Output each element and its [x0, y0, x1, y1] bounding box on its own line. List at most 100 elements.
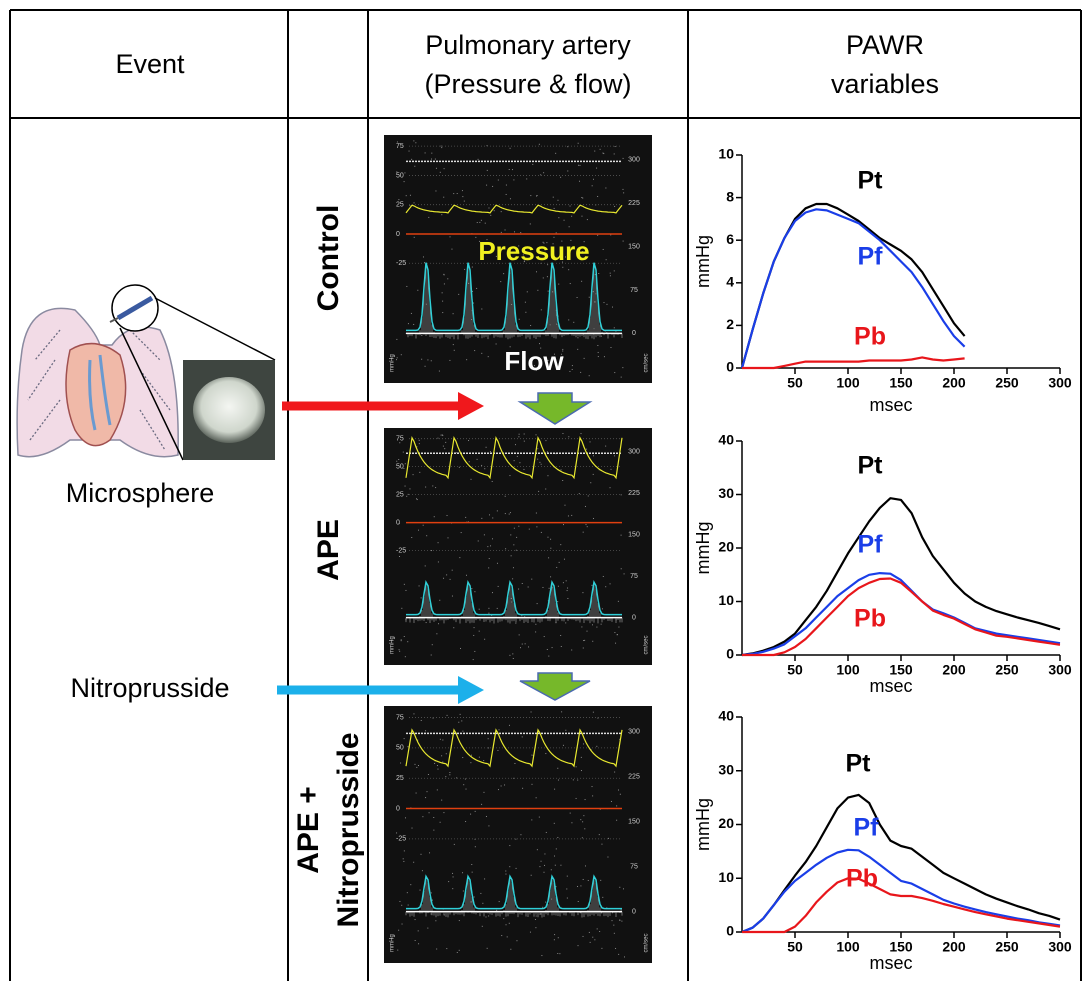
- row-labels: Control APE APE + Nitroprusside: [292, 205, 365, 928]
- noise: [484, 878, 486, 880]
- noise: [531, 783, 533, 785]
- noise: [605, 187, 607, 189]
- doppler-tick-label: 0: [632, 614, 636, 621]
- y-tick-label: 6: [726, 231, 734, 247]
- series-line: [741, 793, 1061, 934]
- noise: [422, 524, 424, 526]
- noise: [610, 347, 612, 349]
- doppler-unit: cm/sec: [644, 353, 650, 372]
- noise: [400, 640, 402, 642]
- noise: [472, 290, 474, 292]
- noise: [481, 308, 483, 310]
- noise: [436, 633, 438, 635]
- noise: [478, 630, 480, 632]
- noise: [569, 205, 571, 207]
- noise: [413, 323, 415, 325]
- noise: [547, 359, 549, 361]
- noise: [505, 870, 507, 872]
- noise: [520, 834, 522, 836]
- noise: [537, 448, 539, 450]
- noise: [418, 765, 420, 767]
- noise: [557, 953, 559, 955]
- noise: [498, 901, 500, 903]
- noise: [515, 622, 517, 624]
- noise: [542, 241, 544, 243]
- noise: [535, 271, 537, 273]
- noise: [504, 495, 506, 497]
- noise: [611, 920, 613, 922]
- noise: [497, 179, 499, 181]
- noise: [481, 803, 483, 805]
- table-lines: [9, 9, 1082, 981]
- noise: [480, 892, 482, 894]
- noise: [487, 738, 489, 740]
- noise: [609, 275, 611, 277]
- noise: [545, 753, 547, 755]
- noise: [577, 885, 579, 887]
- x-axis-title: msec: [869, 395, 912, 415]
- noise: [546, 451, 548, 453]
- noise: [581, 215, 583, 217]
- noise: [620, 568, 622, 570]
- noise: [483, 534, 485, 536]
- pressure-label: Pressure: [478, 236, 589, 266]
- noise: [462, 757, 464, 759]
- noise: [599, 930, 601, 932]
- noise: [420, 853, 422, 855]
- noise: [611, 912, 613, 914]
- flow-trace: [406, 874, 622, 910]
- row-label: Nitroprusside: [332, 732, 365, 927]
- noise: [580, 756, 582, 758]
- noise: [529, 931, 531, 933]
- noise: [404, 485, 406, 487]
- noise: [430, 892, 432, 894]
- doppler-tick-label: 75: [630, 573, 638, 580]
- noise: [540, 860, 542, 862]
- noise: [401, 923, 403, 925]
- noise: [614, 632, 616, 634]
- noise: [476, 222, 478, 224]
- noise: [462, 872, 464, 874]
- noise: [585, 865, 587, 867]
- noise: [526, 291, 528, 293]
- noise: [618, 953, 620, 955]
- series-label: Pf: [858, 243, 884, 271]
- noise: [430, 360, 432, 362]
- y-tick-label: 0: [726, 646, 734, 662]
- pawr-chart: 0 10 20 30 40 50 100 150 200 250 300 msec mmHg Pt Pf Pb: [693, 432, 1072, 696]
- noise: [496, 909, 498, 911]
- noise: [548, 587, 550, 589]
- noise: [535, 797, 537, 799]
- noise: [435, 487, 437, 489]
- noise: [518, 245, 520, 247]
- noise: [557, 612, 559, 614]
- noise: [578, 493, 580, 495]
- noise: [540, 309, 542, 311]
- noise: [440, 145, 442, 147]
- doppler-panel: 75 50 25 0 -25 300 225 150 75 0 mmHg cm/sec Pressure…: [384, 135, 652, 383]
- doppler-tick-label: -25: [396, 260, 406, 267]
- noise: [566, 888, 568, 890]
- noise: [577, 142, 579, 144]
- noise: [594, 301, 596, 303]
- noise: [586, 526, 588, 528]
- noise: [458, 466, 460, 468]
- noise: [476, 458, 478, 460]
- noise: [456, 452, 458, 454]
- y-axis-title: mmHg: [693, 235, 713, 288]
- noise: [617, 789, 619, 791]
- noise: [553, 353, 555, 355]
- noise: [582, 531, 584, 533]
- noise: [557, 601, 559, 603]
- noise: [416, 498, 418, 500]
- x-tick-label: 100: [836, 375, 860, 391]
- noise: [592, 795, 594, 797]
- noise: [603, 356, 605, 358]
- noise: [568, 436, 570, 438]
- noise: [500, 231, 502, 233]
- noise: [465, 516, 467, 518]
- noise: [403, 860, 405, 862]
- pressure-trace: [405, 204, 623, 214]
- noise: [619, 793, 621, 795]
